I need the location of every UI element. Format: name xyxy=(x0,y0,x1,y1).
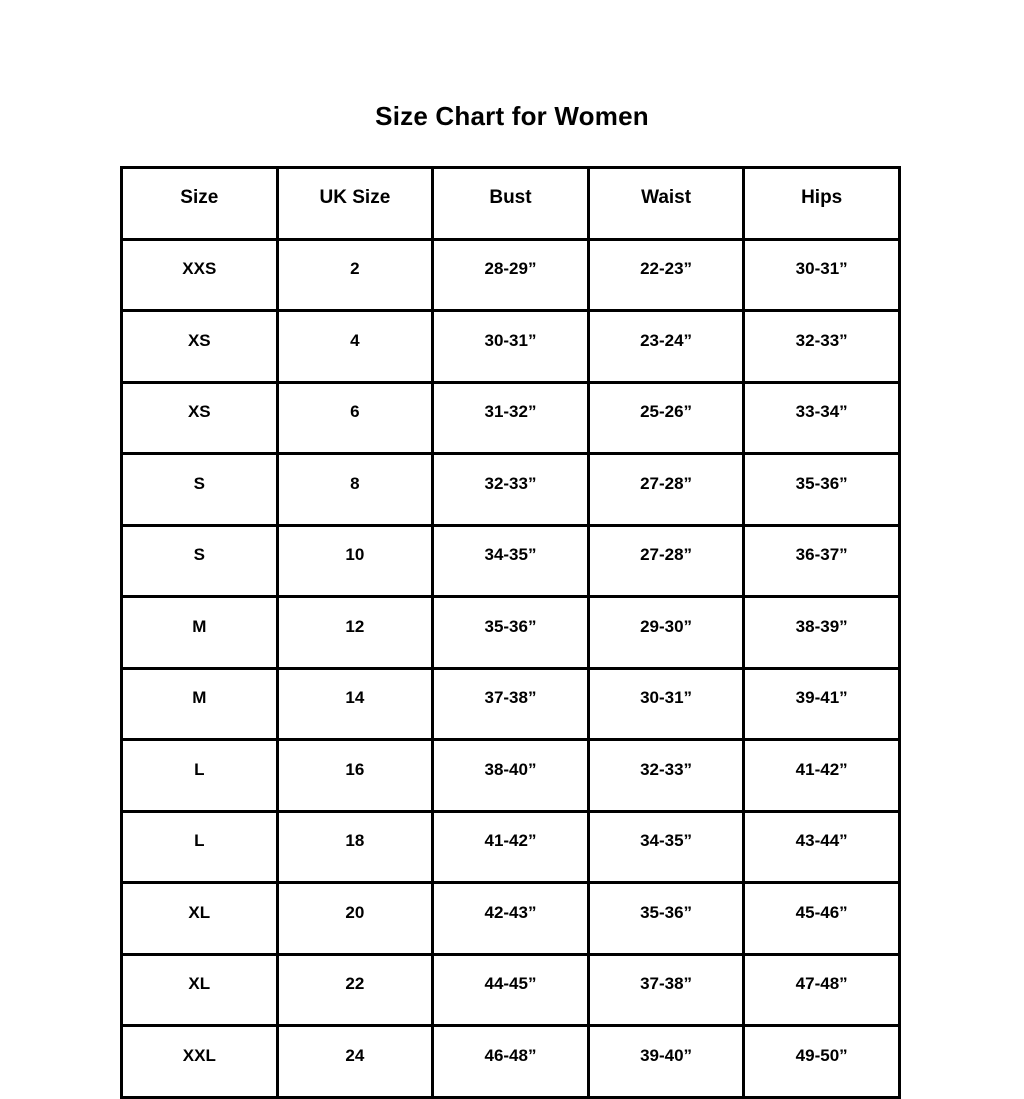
cell-bust: 46-48” xyxy=(431,1024,590,1099)
table-header-row: Size UK Size Bust Waist Hips xyxy=(120,166,901,241)
size-chart-table: Size UK Size Bust Waist Hips XXS 2 28-29… xyxy=(120,166,901,1099)
cell-uk-size: 16 xyxy=(275,738,435,813)
cell-uk-size: 10 xyxy=(275,523,435,598)
cell-bust: 28-29” xyxy=(431,237,590,312)
cell-bust: 30-31” xyxy=(431,309,590,384)
column-header-waist: Waist xyxy=(586,166,746,241)
cell-hips: 45-46” xyxy=(742,881,901,956)
cell-waist: 27-28” xyxy=(586,523,746,598)
table-body: XXS 2 28-29” 22-23” 30-31” XS 4 30-31” 2… xyxy=(120,237,901,1099)
cell-hips: 39-41” xyxy=(742,666,901,741)
column-header-hips: Hips xyxy=(742,166,901,241)
cell-bust: 34-35” xyxy=(431,523,590,598)
cell-waist: 23-24” xyxy=(586,309,746,384)
cell-size: XL xyxy=(120,881,279,956)
cell-waist: 27-28” xyxy=(586,452,746,527)
cell-size: XS xyxy=(120,309,279,384)
table-row: S 10 34-35” 27-28” 36-37” xyxy=(120,523,901,598)
cell-waist: 30-31” xyxy=(586,666,746,741)
cell-uk-size: 24 xyxy=(275,1024,435,1099)
cell-size: M xyxy=(120,595,279,670)
cell-uk-size: 4 xyxy=(275,309,435,384)
cell-size: L xyxy=(120,738,279,813)
cell-size: S xyxy=(120,523,279,598)
column-header-bust: Bust xyxy=(431,166,590,241)
cell-waist: 29-30” xyxy=(586,595,746,670)
cell-hips: 36-37” xyxy=(742,523,901,598)
cell-waist: 35-36” xyxy=(586,881,746,956)
cell-hips: 47-48” xyxy=(742,952,901,1027)
cell-bust: 35-36” xyxy=(431,595,590,670)
cell-size: XL xyxy=(120,952,279,1027)
cell-bust: 44-45” xyxy=(431,952,590,1027)
table-row: L 18 41-42” 34-35” 43-44” xyxy=(120,809,901,884)
cell-uk-size: 8 xyxy=(275,452,435,527)
column-header-size: Size xyxy=(120,166,279,241)
table-row: XL 20 42-43” 35-36” 45-46” xyxy=(120,881,901,956)
table-row: L 16 38-40” 32-33” 41-42” xyxy=(120,738,901,813)
cell-waist: 32-33” xyxy=(586,738,746,813)
cell-bust: 42-43” xyxy=(431,881,590,956)
cell-bust: 32-33” xyxy=(431,452,590,527)
table-row: XS 6 31-32” 25-26” 33-34” xyxy=(120,380,901,455)
cell-size: L xyxy=(120,809,279,884)
cell-bust: 38-40” xyxy=(431,738,590,813)
size-chart-table-container: Size UK Size Bust Waist Hips XXS 2 28-29… xyxy=(120,166,901,1099)
cell-hips: 32-33” xyxy=(742,309,901,384)
cell-hips: 33-34” xyxy=(742,380,901,455)
table-row: M 14 37-38” 30-31” 39-41” xyxy=(120,666,901,741)
table-row: M 12 35-36” 29-30” 38-39” xyxy=(120,595,901,670)
cell-hips: 35-36” xyxy=(742,452,901,527)
column-header-uk-size: UK Size xyxy=(275,166,435,241)
table-header: Size UK Size Bust Waist Hips xyxy=(120,166,901,241)
table-row: XS 4 30-31” 23-24” 32-33” xyxy=(120,309,901,384)
cell-size: XS xyxy=(120,380,279,455)
page-title: Size Chart for Women xyxy=(375,101,649,131)
cell-bust: 37-38” xyxy=(431,666,590,741)
cell-waist: 34-35” xyxy=(586,809,746,884)
cell-uk-size: 12 xyxy=(275,595,435,670)
cell-bust: 31-32” xyxy=(431,380,590,455)
cell-waist: 39-40” xyxy=(586,1024,746,1099)
cell-uk-size: 2 xyxy=(275,237,435,312)
table-row: XL 22 44-45” 37-38” 47-48” xyxy=(120,952,901,1027)
cell-uk-size: 18 xyxy=(275,809,435,884)
table-row: S 8 32-33” 27-28” 35-36” xyxy=(120,452,901,527)
cell-hips: 43-44” xyxy=(742,809,901,884)
cell-waist: 22-23” xyxy=(586,237,746,312)
cell-uk-size: 6 xyxy=(275,380,435,455)
cell-waist: 25-26” xyxy=(586,380,746,455)
cell-hips: 30-31” xyxy=(742,237,901,312)
cell-bust: 41-42” xyxy=(431,809,590,884)
cell-size: XXL xyxy=(120,1024,279,1099)
cell-waist: 37-38” xyxy=(586,952,746,1027)
cell-size: M xyxy=(120,666,279,741)
table-row: XXS 2 28-29” 22-23” 30-31” xyxy=(120,237,901,312)
cell-hips: 49-50” xyxy=(742,1024,901,1099)
cell-size: XXS xyxy=(120,237,279,312)
cell-uk-size: 20 xyxy=(275,881,435,956)
cell-uk-size: 22 xyxy=(275,952,435,1027)
cell-size: S xyxy=(120,452,279,527)
table-row: XXL 24 46-48” 39-40” 49-50” xyxy=(120,1024,901,1099)
cell-uk-size: 14 xyxy=(275,666,435,741)
cell-hips: 38-39” xyxy=(742,595,901,670)
size-chart-page: Size Chart for Women Size UK Size Bust W… xyxy=(120,101,901,1099)
cell-hips: 41-42” xyxy=(742,738,901,813)
